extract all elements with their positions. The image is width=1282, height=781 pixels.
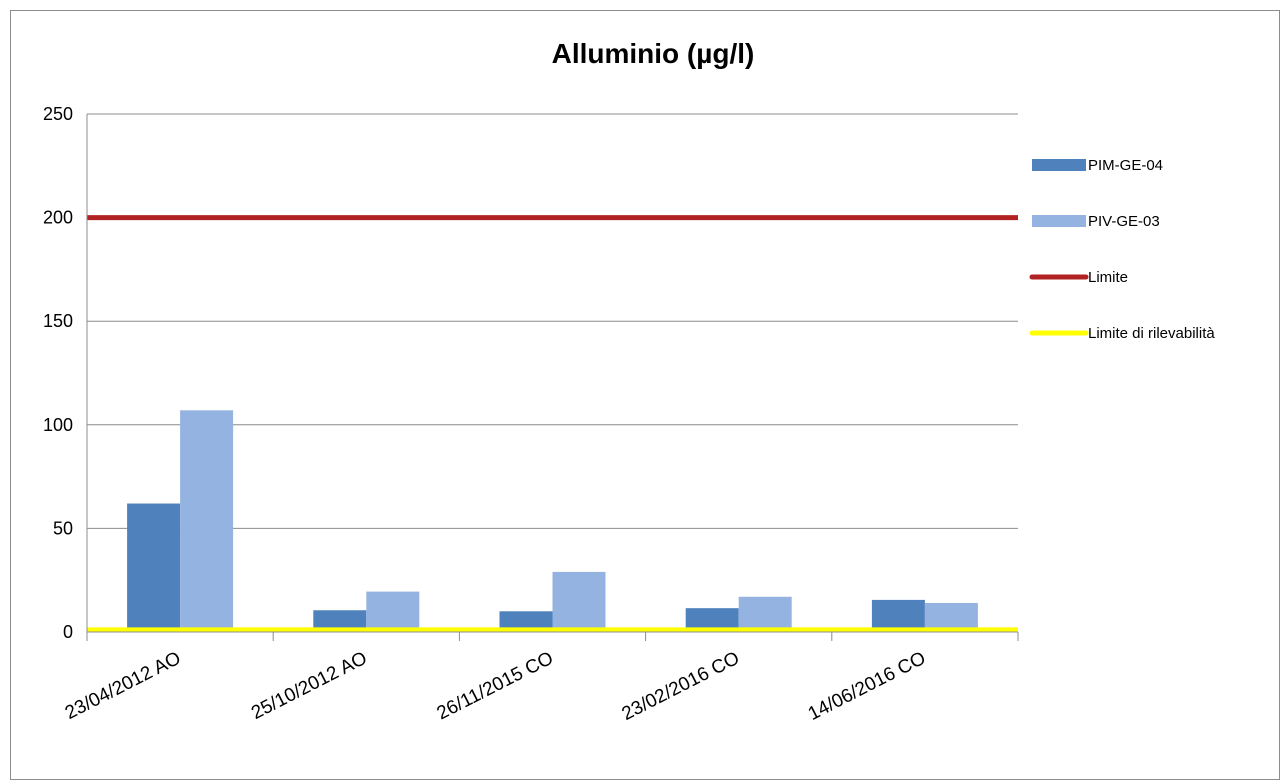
legend-swatch <box>1032 159 1086 171</box>
y-tick-label: 200 <box>43 208 73 228</box>
x-tick-label: 23/04/2012 AO <box>62 648 184 724</box>
bar <box>499 611 553 632</box>
x-tick-label: 26/11/2015 CO <box>434 648 557 725</box>
bar <box>685 608 739 632</box>
y-tick-label: 150 <box>43 311 73 331</box>
bar <box>871 599 925 632</box>
legend-label: PIM-GE-04 <box>1088 157 1163 174</box>
bar <box>180 410 234 632</box>
bar <box>366 591 420 632</box>
x-tick-label: 25/10/2012 AO <box>248 648 370 724</box>
chart-title: Alluminio (µg/l) <box>552 38 755 69</box>
bars-group <box>127 410 978 632</box>
y-tick-label: 250 <box>43 104 73 124</box>
y-tick-label: 0 <box>63 622 73 642</box>
bar <box>313 610 367 632</box>
y-tick-label: 50 <box>53 518 73 538</box>
y-tick-label: 100 <box>43 415 73 435</box>
bar <box>552 571 606 632</box>
legend-label: Limite <box>1088 269 1128 286</box>
bar <box>924 602 978 632</box>
legend: PIM-GE-04 PIV-GE-03 Limite Limite di rileva… <box>1029 157 1215 342</box>
legend-swatch <box>1032 215 1086 227</box>
x-tick-label: 14/06/2016 CO <box>805 648 929 725</box>
bar <box>738 596 792 632</box>
bar <box>127 503 181 632</box>
legend-label: PIV-GE-03 <box>1088 213 1160 230</box>
chart-frame: Alluminio (µg/l) 0 50 100 150 200 250 23/04/2… <box>10 10 1280 780</box>
x-tick-label: 23/02/2016 CO <box>619 648 743 725</box>
legend-label: Limite di rilevabilità <box>1088 325 1215 342</box>
reference-lines <box>87 215 1018 633</box>
y-axis-ticks: 0 50 100 150 200 250 <box>43 104 73 642</box>
chart-svg: Alluminio (µg/l) 0 50 100 150 200 250 23/04/2… <box>43 38 1215 725</box>
